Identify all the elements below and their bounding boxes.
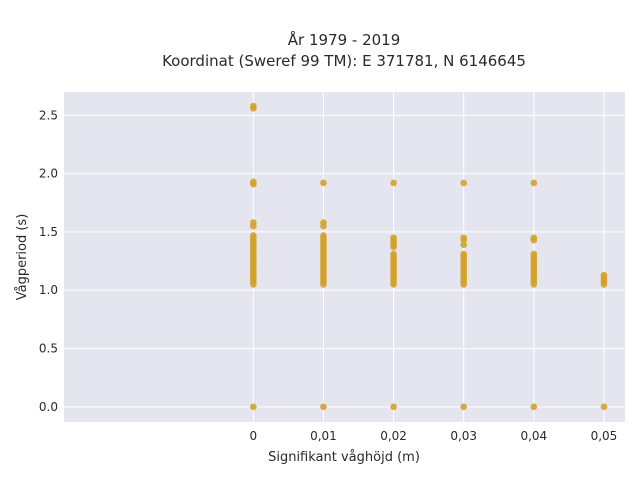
data-point <box>530 250 538 258</box>
data-point <box>600 403 608 411</box>
data-point <box>460 403 468 411</box>
data-point <box>320 403 327 411</box>
chart-title-line2: Koordinat (Sweref 99 TM): E 371781, N 61… <box>162 52 526 70</box>
data-point <box>460 250 468 258</box>
data-point <box>390 403 397 411</box>
data-point <box>530 234 538 242</box>
data-point <box>250 178 257 186</box>
data-point <box>600 271 608 279</box>
x-tick-label: 0,01 <box>310 429 337 443</box>
data-point <box>250 102 257 110</box>
data-point <box>320 179 327 187</box>
x-tick-labels: 0 0,01 0,02 0,03 0,04 0,05 <box>250 429 618 443</box>
y-tick-label: 2.5 <box>39 108 58 122</box>
chart-title-line1: År 1979 - 2019 <box>288 30 401 49</box>
data-point <box>390 179 397 187</box>
x-tick-label: 0,04 <box>520 429 547 443</box>
y-tick-label: 1.5 <box>39 225 58 239</box>
y-tick-label: 0.5 <box>39 342 58 356</box>
y-tick-label: 2.0 <box>39 167 58 181</box>
data-point <box>460 241 468 249</box>
x-tick-label: 0,03 <box>450 429 477 443</box>
plot-area <box>64 92 625 422</box>
data-point <box>320 219 327 226</box>
data-point <box>250 403 257 411</box>
x-axis-title: Signifikant våghöjd (m) <box>268 450 420 465</box>
data-point <box>530 179 538 187</box>
x-tick-label: 0,05 <box>591 429 618 443</box>
x-tick-label: 0,02 <box>380 429 407 443</box>
data-point <box>460 179 468 187</box>
data-point <box>250 219 257 226</box>
x-tick-label: 0 <box>250 429 258 443</box>
y-axis-title: Vågperiod (s) <box>15 214 30 301</box>
data-point <box>390 234 397 242</box>
y-tick-label: 0.0 <box>39 400 58 414</box>
data-point <box>250 232 257 239</box>
data-point <box>530 403 538 411</box>
y-tick-label: 1.0 <box>39 283 58 297</box>
data-point <box>320 232 327 239</box>
y-tick-labels: 0.0 0.5 1.0 1.5 2.0 2.5 <box>39 108 58 414</box>
data-points <box>250 102 608 411</box>
data-point <box>390 250 397 258</box>
data-point <box>460 234 468 242</box>
